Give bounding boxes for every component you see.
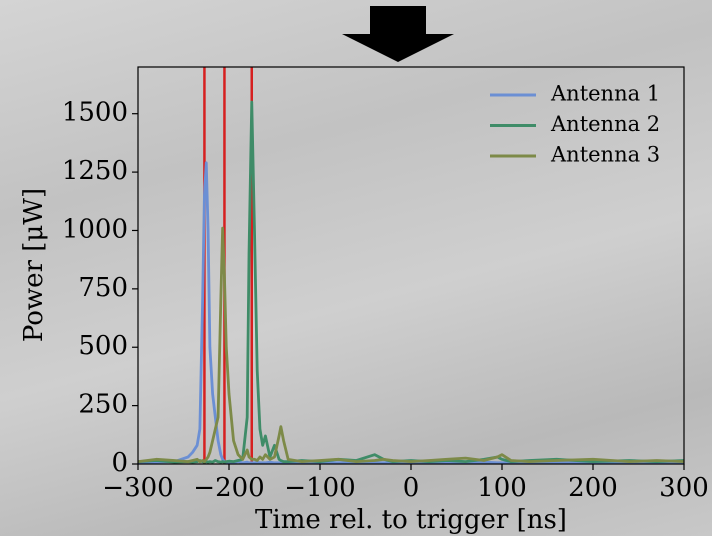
x-axis-label: Time rel. to trigger [ns] — [255, 505, 567, 535]
arrow-icon — [342, 6, 454, 62]
x-tick-label: −300 — [102, 473, 173, 503]
data-line — [137, 226, 685, 464]
y-tick-label: 500 — [78, 331, 128, 361]
x-tick-label: 100 — [477, 473, 527, 503]
y-tick-label: 750 — [78, 273, 128, 303]
y-axis-label: Power [μW] — [19, 188, 49, 342]
x-tick-label: 300 — [659, 473, 709, 503]
y-tick-label: 1250 — [62, 156, 128, 186]
legend-label: Antenna 3 — [550, 143, 660, 167]
x-tick-label: 0 — [403, 473, 420, 503]
y-tick-label: 1500 — [62, 98, 128, 128]
legend-label: Antenna 1 — [550, 82, 660, 106]
x-tick-label: −200 — [193, 473, 264, 503]
plot-area — [137, 67, 685, 465]
y-tick-label: 1000 — [62, 214, 128, 244]
x-tick-label: 200 — [568, 473, 618, 503]
y-tick-label: 250 — [78, 390, 128, 420]
data-line — [137, 161, 684, 465]
legend-label: Antenna 2 — [550, 112, 660, 136]
y-tick-label: 0 — [111, 448, 128, 478]
x-tick-label: −100 — [284, 473, 355, 503]
